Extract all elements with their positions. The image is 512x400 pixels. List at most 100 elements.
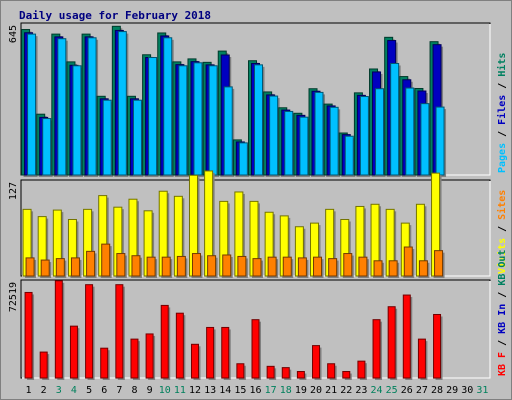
bar-kb-f-day-15 [236,363,246,380]
bar-kb-f-day-28-fill [433,313,442,379]
bar-kb-f-day-1 [24,291,35,380]
bar-pages-day-4 [72,65,83,177]
bar-pages-day-23 [359,96,371,177]
bar-kb-f-day-25 [387,306,398,380]
bar-kb-f-day-9 [145,333,156,380]
bar-pages-day-25-fill [390,62,400,176]
bar-sites-day-1 [25,257,37,278]
x-tick-day-24: 24 [371,385,383,396]
bar-sites-day-11-fill [176,255,186,277]
bar-kb-f-day-19 [296,371,307,380]
bar-kb-f-day-24 [372,319,383,380]
bar-pages-day-22 [344,135,356,177]
bar-sites-day-16 [252,258,263,278]
bar-sites-day-10 [161,256,173,278]
bar-sites-day-13-fill [207,255,217,277]
bar-pages-day-5 [87,37,99,177]
panel-hits-ymax-label: 645 [8,25,19,43]
bar-sites-day-25-fill [388,260,398,277]
bar-sites-day-21-fill [328,258,338,277]
bar-kb-f-day-22 [342,371,352,380]
bar-pages-day-21 [329,106,341,177]
bar-pages-day-17-fill [269,95,279,176]
bar-pages-day-5-fill [87,37,97,176]
bar-sites-day-6-fill [101,243,111,277]
bar-pages-day-16-fill [254,64,263,176]
panel-hits: 645 Pages / Files / Hits [8,22,508,178]
bar-pages-day-28 [435,106,447,177]
bar-kb-f-day-16-fill [251,319,260,379]
panel-visits-ymax-label: 127 [8,182,19,200]
bar-pages-day-21-fill [329,106,339,176]
bar-sites-day-7 [116,253,127,278]
x-tick-day-4: 4 [71,385,77,396]
bar-kb-f-day-16 [251,319,261,380]
x-tick-day-2: 2 [41,385,47,396]
x-tick-day-12: 12 [189,385,201,396]
x-tick-day-11: 11 [174,385,186,396]
bar-sites-day-3 [55,258,67,278]
bar-kb-f-day-12-fill [190,343,199,379]
bar-pages-day-17 [269,95,280,177]
bar-pages-day-19 [299,116,310,177]
x-axis-labels: 1 2 3 4 5 6 7 8 9 10 11 12 13 14 15 16 17 18 19 20 21 22 23 24 2… [26,385,489,396]
bar-kb-f-day-3 [54,280,65,380]
bar-pages-day-8 [132,99,144,177]
bar-sites-day-18 [282,256,294,278]
bar-kb-f-day-18-fill [281,367,290,379]
bar-pages-day-24 [375,88,386,177]
bar-sites-day-21 [328,258,339,278]
x-tick-day-6: 6 [101,385,107,396]
bar-pages-day-14 [223,86,235,177]
bar-sites-day-26 [403,246,415,278]
bar-pages-day-24-fill [375,88,385,176]
bar-sites-day-11 [176,255,188,278]
bar-pages-day-7 [117,31,129,178]
x-tick-day-31: 31 [476,385,488,396]
bar-kb-f-day-18 [281,367,292,380]
bar-kb-f-day-26-fill [402,294,411,379]
bar-kb-f-day-13-fill [206,326,215,379]
x-tick-day-9: 9 [147,385,153,396]
x-tick-day-22: 22 [340,385,352,396]
bar-sites-day-20-fill [313,256,323,277]
bar-kb-f-day-8-fill [130,338,139,379]
bar-pages-day-14-fill [223,86,233,176]
bar-pages-day-3-fill [57,38,67,176]
panel-kbytes: 72519 KB F / KB In / KB Out [8,250,508,380]
bar-sites-day-14 [222,254,233,278]
bar-kb-f-day-25-fill [387,306,396,379]
bar-kb-f-day-17-fill [266,365,275,379]
bar-sites-day-5-fill [86,250,96,277]
bar-sites-day-6 [101,243,112,278]
x-tick-day-21: 21 [325,385,337,396]
bar-kb-f-day-10-fill [160,304,169,379]
bar-pages-day-16 [254,64,265,177]
x-tick-day-29: 29 [446,385,458,396]
bar-kb-f-day-3-fill [54,280,63,379]
x-tick-day-25: 25 [386,385,398,396]
x-tick-day-15: 15 [234,385,246,396]
bar-sites-day-22 [343,253,354,278]
bar-pages-day-26 [405,87,416,177]
x-tick-day-14: 14 [219,385,231,396]
bar-kb-f-day-6-fill [100,347,109,379]
bar-pages-day-23-fill [359,96,369,176]
x-tick-day-16: 16 [249,385,261,396]
bar-kb-f-day-20 [312,345,322,380]
bar-pages-day-10 [163,37,174,177]
bar-kb-f-day-13 [206,326,216,380]
x-tick-day-23: 23 [355,385,367,396]
bar-sites-day-24-fill [373,260,383,277]
bar-kb-f-day-6 [100,347,110,380]
bar-sites-day-9-fill [146,256,156,277]
bar-kb-f-day-19-fill [296,371,305,379]
x-tick-day-10: 10 [159,385,171,396]
bar-kb-f-day-27 [417,338,428,380]
chart-panels: 645 Pages / Files / Hits 127 Visits / Sites… [8,22,508,380]
bar-kb-f-day-5 [85,284,95,380]
bar-kb-f-day-14-fill [221,326,230,379]
bar-pages-day-6-fill [102,99,112,176]
bar-kb-f-day-11 [175,312,186,380]
x-tick-day-20: 20 [310,385,322,396]
